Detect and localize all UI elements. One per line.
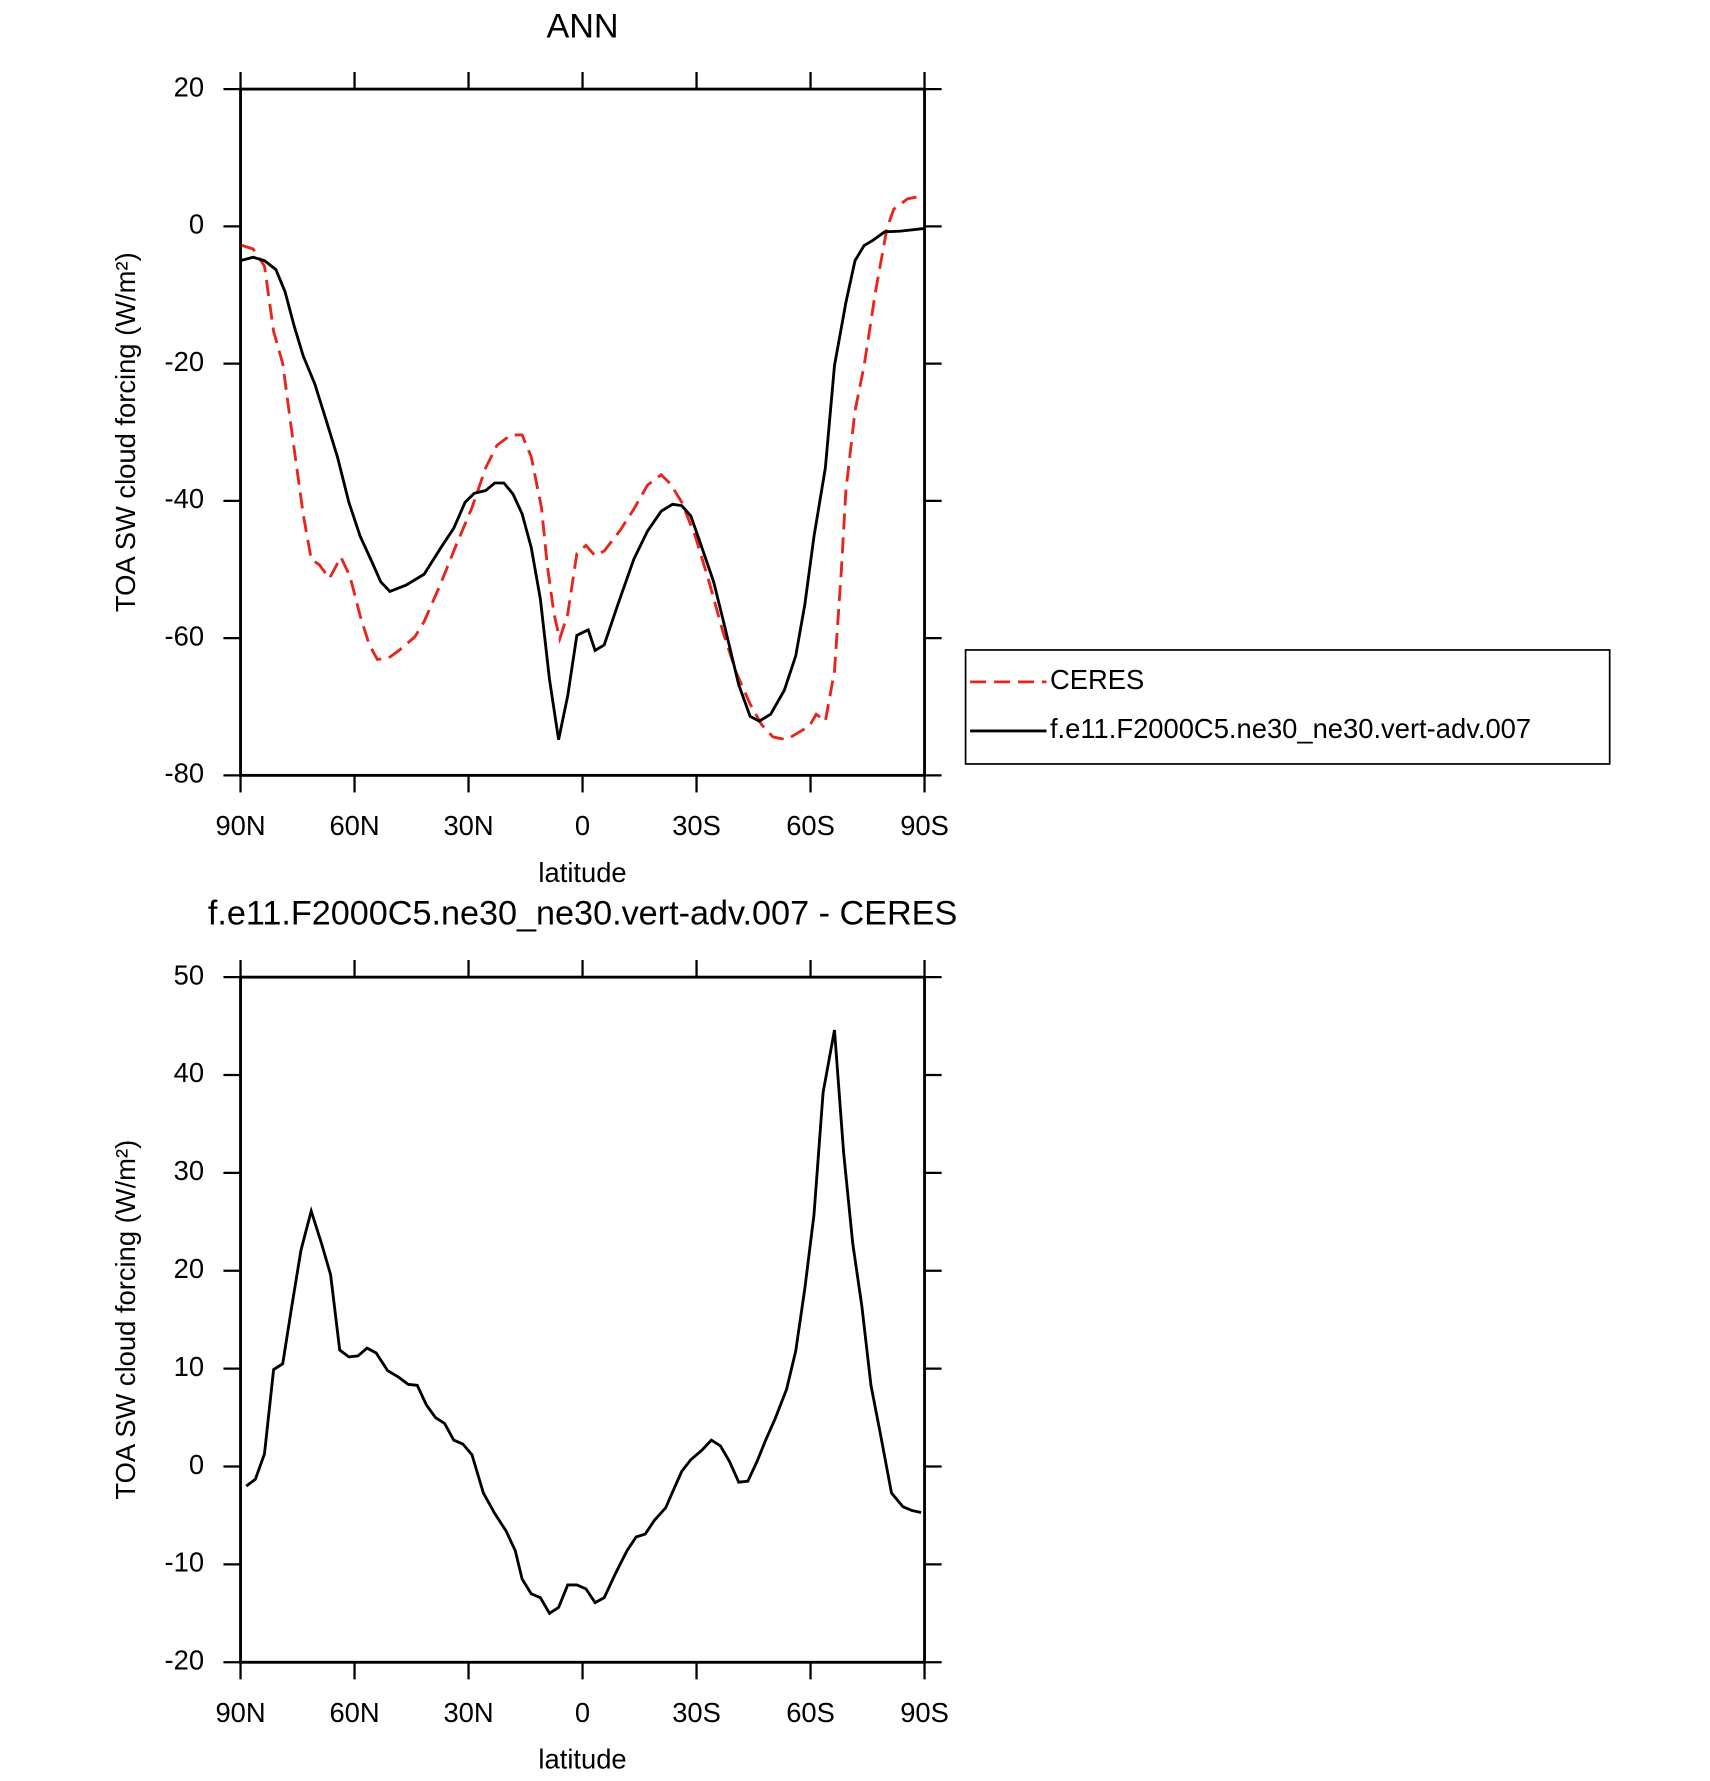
y-tick-label: -10 — [165, 1547, 205, 1578]
x-tick-label: 90N — [215, 1697, 265, 1728]
legend-label: CERES — [1050, 664, 1144, 695]
chart-title: ANN — [546, 8, 618, 46]
data-line — [240, 194, 925, 742]
chart-title: f.e11.F2000C5.ne30_ne30.vert-adv.007 - C… — [208, 895, 957, 933]
x-tick-label: 90N — [215, 810, 265, 841]
x-tick-label: 0 — [575, 1697, 590, 1728]
x-tick-label: 30N — [443, 1697, 493, 1728]
x-tick-label: 60N — [329, 810, 379, 841]
y-tick-label: -80 — [165, 758, 205, 789]
x-tick-label: 90S — [900, 1697, 949, 1728]
x-tick-label: 30N — [443, 810, 493, 841]
y-tick-label: -40 — [165, 483, 205, 514]
data-line — [245, 1029, 922, 1616]
y-tick-label: -60 — [165, 620, 205, 651]
plot-frame — [239, 975, 926, 1664]
x-axis-label: latitude — [538, 857, 626, 888]
x-tick-label: 60S — [786, 1697, 835, 1728]
y-tick-label: 20 — [174, 1253, 204, 1284]
legend: CERES f.e11.F2000C5.ne30_ne30.vert-adv.00… — [964, 649, 1611, 765]
data-line — [240, 226, 925, 740]
y-tick-label: -20 — [165, 1645, 205, 1676]
x-tick-label: 30S — [672, 810, 721, 841]
y-tick-label: 50 — [174, 959, 204, 990]
y-tick-label: 0 — [189, 209, 204, 240]
y-tick-label: 30 — [174, 1155, 204, 1186]
y-axis-label: TOA SW cloud forcing (W/m²) — [110, 1140, 141, 1500]
x-tick-label: 30S — [672, 1697, 721, 1728]
y-tick-label: 10 — [174, 1351, 204, 1382]
legend-box — [964, 649, 1611, 765]
chart: f.e11.F2000C5.ne30_ne30.vert-adv.007 - C… — [110, 895, 957, 1775]
y-axis-label: TOA SW cloud forcing (W/m²) — [110, 252, 141, 612]
x-tick-label: 90S — [900, 810, 949, 841]
x-axis-label: latitude — [538, 1744, 626, 1775]
x-tick-label: 60S — [786, 810, 835, 841]
y-tick-label: 20 — [174, 71, 204, 102]
chart: ANN latitude TOA SW cloud forcing (W/m²) -8… — [110, 8, 1611, 888]
y-tick-label: 0 — [189, 1449, 204, 1480]
legend-label: f.e11.F2000C5.ne30_ne30.vert-adv.007 — [1050, 713, 1531, 744]
x-tick-label: 0 — [575, 810, 590, 841]
y-tick-label: -20 — [165, 346, 205, 377]
y-tick-label: 40 — [174, 1057, 204, 1088]
plot-frame — [239, 87, 926, 777]
x-tick-label: 60N — [329, 1697, 379, 1728]
